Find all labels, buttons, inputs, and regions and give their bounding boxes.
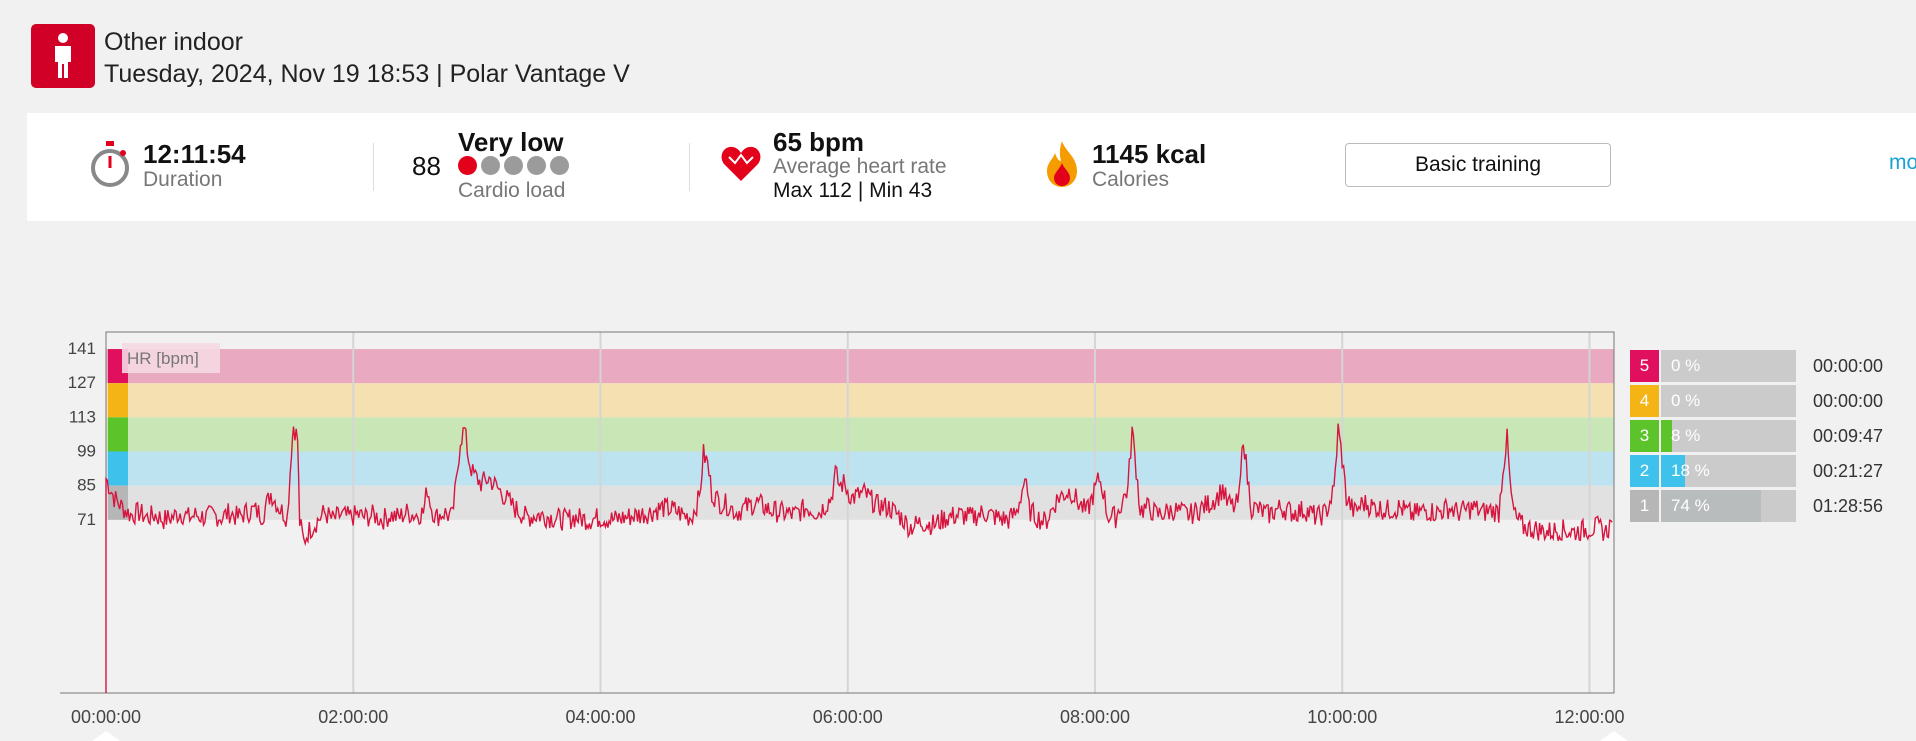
sport-name: Other indoor [104,28,243,56]
zone-band [106,349,1614,384]
zone-bar: 8 % [1661,420,1796,452]
avg-hr-value: 65 bpm [773,127,865,157]
workout-subtitle: Tuesday, 2024, Nov 19 18:53 | Polar Vant… [104,60,630,88]
y-tick-label: 85 [77,476,96,495]
training-benefit-button[interactable]: Basic training [1345,143,1611,187]
y-tick-label: 99 [77,442,96,461]
calories-value: 1145 kcal [1092,139,1207,169]
series-label-bg [122,343,220,374]
zone-percent: 74 % [1671,496,1710,515]
cardio-dot [504,156,523,175]
zone-time: 00:00:00 [1813,356,1884,376]
cardio-load-label: Cardio load [458,179,566,202]
zone-time: 01:28:56 [1813,496,1884,516]
zone-row: 1 74 % 01:28:56 [1630,490,1916,522]
duration-label: Duration [143,168,223,191]
range-start-handle [92,731,120,741]
zone-percent: 8 % [1671,426,1701,445]
x-tick-label: 02:00:00 [318,707,388,727]
zone-number: 3 [1630,420,1659,452]
zone-percent: 0 % [1671,391,1701,410]
stopwatch-icon [91,141,129,187]
heart-icon [721,146,761,181]
calories-block: 1145 kcal Calories [1039,113,1339,221]
range-end-handle [1600,731,1628,741]
cardio-dot [527,156,546,175]
zone-marker [108,417,128,452]
zone-number: 5 [1630,350,1659,382]
zone-bar: 18 % [1661,455,1796,487]
zone-row: 4 0 % 00:00:00 [1630,385,1916,417]
zone-band [106,451,1614,486]
more-link[interactable]: mo [1889,151,1916,174]
avg-hr-label: Average heart rate [773,155,947,178]
zone-time: 00:21:27 [1813,461,1884,481]
x-tick-label: 12:00:00 [1554,707,1624,727]
x-tick-label: 08:00:00 [1060,707,1130,727]
zone-marker [108,383,128,418]
y-tick-label: 71 [77,510,96,529]
calories-label: Calories [1092,168,1170,191]
zone-bar: 0 % [1661,385,1796,417]
zone-marker [108,451,128,486]
summary-bar: 12:11:54 Duration 88 Very low Cardio loa… [27,113,1916,221]
cardio-load-value: 88 [412,151,441,181]
x-tick-label: 10:00:00 [1307,707,1377,727]
zone-bar-fill [1661,455,1686,487]
cardio-dot [481,156,500,175]
heart-rate-block: 65 bpm Average heart rate Max 112 | Min … [721,113,1021,221]
person-standing-icon [31,24,95,88]
zone-number: 1 [1630,490,1659,522]
zone-bar: 74 % [1661,490,1796,522]
series-label: HR [bpm] [127,349,199,368]
cardio-dot [550,156,569,175]
zone-row: 5 0 % 00:00:00 [1630,350,1916,382]
x-tick-label: 06:00:00 [813,707,883,727]
zone-bar: 0 % [1661,350,1796,382]
y-tick-label: 113 [69,407,96,426]
zone-band [106,383,1614,418]
zone-time: 00:00:00 [1813,391,1884,411]
cardio-load-block: 88 Very low Cardio load [397,113,697,221]
cardio-dot [458,156,477,175]
zone-percent: 0 % [1671,356,1701,375]
zone-number: 2 [1630,455,1659,487]
duration-value: 12:11:54 [143,139,246,169]
hr-series-line [105,423,1613,693]
zone-number: 4 [1630,385,1659,417]
x-tick-label: 04:00:00 [565,707,635,727]
zone-band [106,417,1614,452]
x-tick-label: 00:00:00 [71,707,141,727]
hr-max-min: Max 112 | Min 43 [773,179,933,202]
zone-time: 00:09:47 [1813,426,1884,446]
y-tick-label: 127 [68,373,96,392]
cardio-load-dots [458,156,573,180]
zone-row: 3 8 % 00:09:47 [1630,420,1916,452]
zone-bar-fill [1661,420,1672,452]
cardio-load-level: Very low [458,127,564,157]
flame-icon [1047,141,1077,187]
zone-row: 2 18 % 00:21:27 [1630,455,1916,487]
y-tick-label: 141 [68,339,96,358]
zone-percent: 18 % [1671,461,1710,480]
duration-block: 12:11:54 Duration [27,113,367,221]
zone-bar-fill [1661,490,1761,522]
